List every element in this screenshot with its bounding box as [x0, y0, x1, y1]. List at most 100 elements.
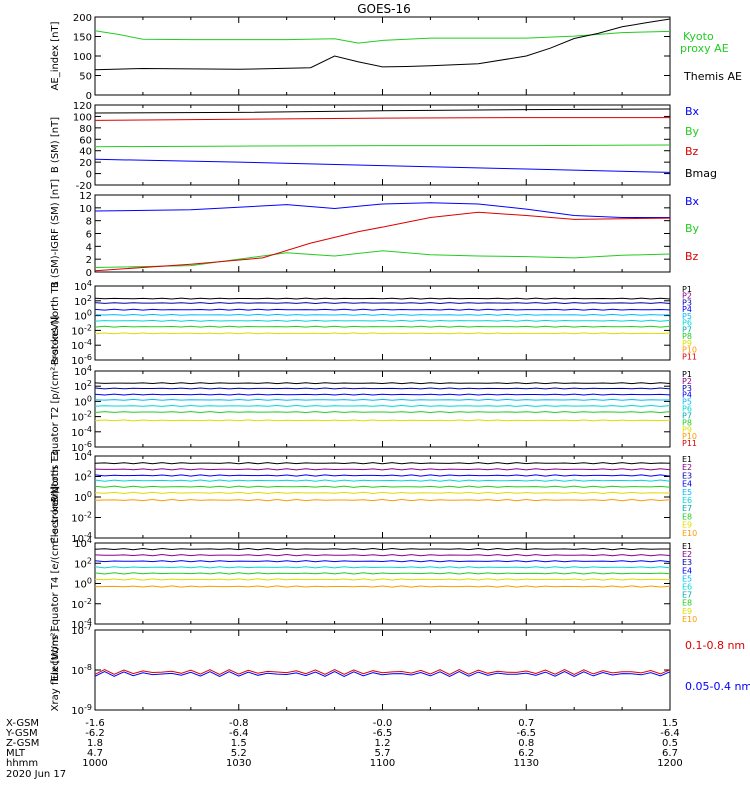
series-line-p5: [94, 319, 671, 322]
legend-label: Bmag: [685, 167, 717, 180]
y-tick-label: 6: [86, 230, 92, 241]
legend-label: P5: [682, 312, 692, 321]
series-line-e6: [94, 491, 671, 495]
y-axis-label: B (SM) [nT]: [50, 117, 61, 173]
legend-label: P8: [682, 418, 692, 427]
y-tick-label: 0: [86, 170, 92, 181]
legend-label: Bz: [685, 145, 699, 158]
series-line-e7: [94, 585, 671, 588]
series-line-bx: [94, 158, 671, 173]
axis-row-value: -6.4: [660, 728, 680, 739]
y-tick-label: 80: [79, 124, 92, 135]
y-axis-label: Electrons North T3: [50, 450, 61, 543]
y-tick-label: 100: [74, 309, 92, 323]
y-tick-label: 102: [74, 470, 92, 484]
legend-label: P9: [682, 425, 692, 434]
y-tick-label: 0: [86, 91, 92, 102]
legend-label: P2: [682, 292, 692, 301]
axis-row-value: 1.2: [375, 738, 391, 749]
axis-row-value: 1030: [226, 758, 251, 769]
y-tick-label: 150: [73, 33, 92, 44]
series-line-kyoto-proxy-ae: [94, 30, 671, 44]
panel-frame: [94, 194, 671, 273]
series-line-p7: [94, 332, 671, 335]
legend-label: E1: [682, 455, 692, 464]
axis-row-value: 0.8: [518, 738, 534, 749]
series-line-e3: [94, 474, 671, 477]
y-tick-label: 2: [86, 255, 92, 266]
legend-label: P8: [682, 332, 692, 341]
y-tick-label: 104: [74, 364, 92, 378]
legend-label: E4: [682, 480, 692, 489]
series-line-e4: [94, 566, 671, 569]
panel-frame: [94, 285, 671, 361]
legend-label: 0.05-0.4 nm: [685, 680, 750, 693]
y-tick-label: -20: [76, 181, 92, 192]
legend-label: By: [685, 125, 700, 138]
y-tick-label: 100: [73, 52, 92, 63]
legend-label: P10: [682, 346, 697, 355]
series-line-e1: [94, 462, 671, 465]
y-tick-label: 10: [79, 204, 92, 215]
y-tick-label: 40: [79, 147, 92, 158]
y-axis-label: Electrons Equator T4 [e/(cm²-s-sr-keV)]: [50, 486, 61, 681]
y-tick-label: 10-4: [71, 425, 92, 439]
y-tick-label: 10-4: [71, 531, 92, 545]
date-label: 2020 Jun 17: [6, 769, 66, 780]
y-tick-label: 10-9: [71, 703, 92, 717]
axis-row-value: -6.4: [229, 728, 249, 739]
series-line-p6: [94, 325, 671, 328]
legend-label: E7: [682, 504, 692, 513]
panel-7: 104 102 100 10-2 10-4 Electrons Equator T4 [e…: [50, 486, 697, 681]
axis-row-value: -6.2: [85, 728, 105, 739]
series-line-p1: [94, 382, 671, 385]
axis-row-value: 1.8: [87, 738, 103, 749]
legend-label: E3: [682, 558, 692, 567]
series-line-bz: [94, 211, 671, 272]
legend-label: E6: [682, 496, 692, 505]
legend-label: P4: [682, 305, 692, 314]
axis-row-value: 1000: [82, 758, 107, 769]
axis-row-label: Y-GSM: [5, 728, 38, 739]
series-line-p4: [94, 398, 671, 401]
legend-label: P3: [682, 384, 692, 393]
y-tick-label: 10-4: [71, 338, 92, 352]
series-line-p7: [94, 419, 671, 422]
axis-row-value: 1200: [657, 758, 682, 769]
legend-label-themis: Themis AE: [683, 70, 742, 83]
series-line-e7: [94, 498, 671, 502]
legend-label: E3: [682, 471, 692, 480]
legend-label: E10: [682, 615, 697, 624]
y-tick-label: 10-7: [71, 623, 92, 637]
legend-label: E9: [682, 521, 692, 530]
y-axis-label: Protons Equator T2 [p/(cm²-s-sr-keV)]: [50, 316, 61, 503]
y-tick-label: 10-2: [71, 511, 92, 525]
panel-3: 0 2 46 8 10 12 B (SM)-IGRF (SM) [nT] Bx By Bz: [50, 179, 700, 288]
y-tick-label: 4: [86, 242, 92, 253]
y-tick-label: 104: [74, 279, 92, 293]
series-line-by: [94, 144, 671, 148]
legend-label: E8: [682, 512, 692, 521]
legend-label: P5: [682, 398, 692, 407]
axis-row-value: 5.7: [375, 748, 391, 759]
series-line-by: [94, 250, 671, 268]
series-line-p2: [94, 387, 671, 390]
series-line-e1: [94, 547, 670, 551]
y-tick-label: 120: [73, 101, 92, 112]
legend-label: E9: [682, 607, 692, 616]
legend-label: P11: [682, 352, 697, 361]
y-tick-label: 12: [79, 191, 92, 202]
axis-row-label: X-GSM: [6, 718, 39, 729]
y-tick-label: 104: [74, 449, 92, 463]
series-line-p3: [94, 308, 671, 311]
series-line-bz: [94, 117, 670, 121]
legend-label: P3: [682, 298, 692, 307]
bottom-axis-table: X-GSM -1.6 -0.8 -0.0 0.7 1.5 Y-GSM -6.2 -6.4 -6.5…: [5, 718, 683, 780]
legend-label: P2: [682, 377, 692, 386]
legend-label-kyoto-1: Kyoto: [683, 30, 714, 43]
legend-label: P9: [682, 339, 692, 348]
